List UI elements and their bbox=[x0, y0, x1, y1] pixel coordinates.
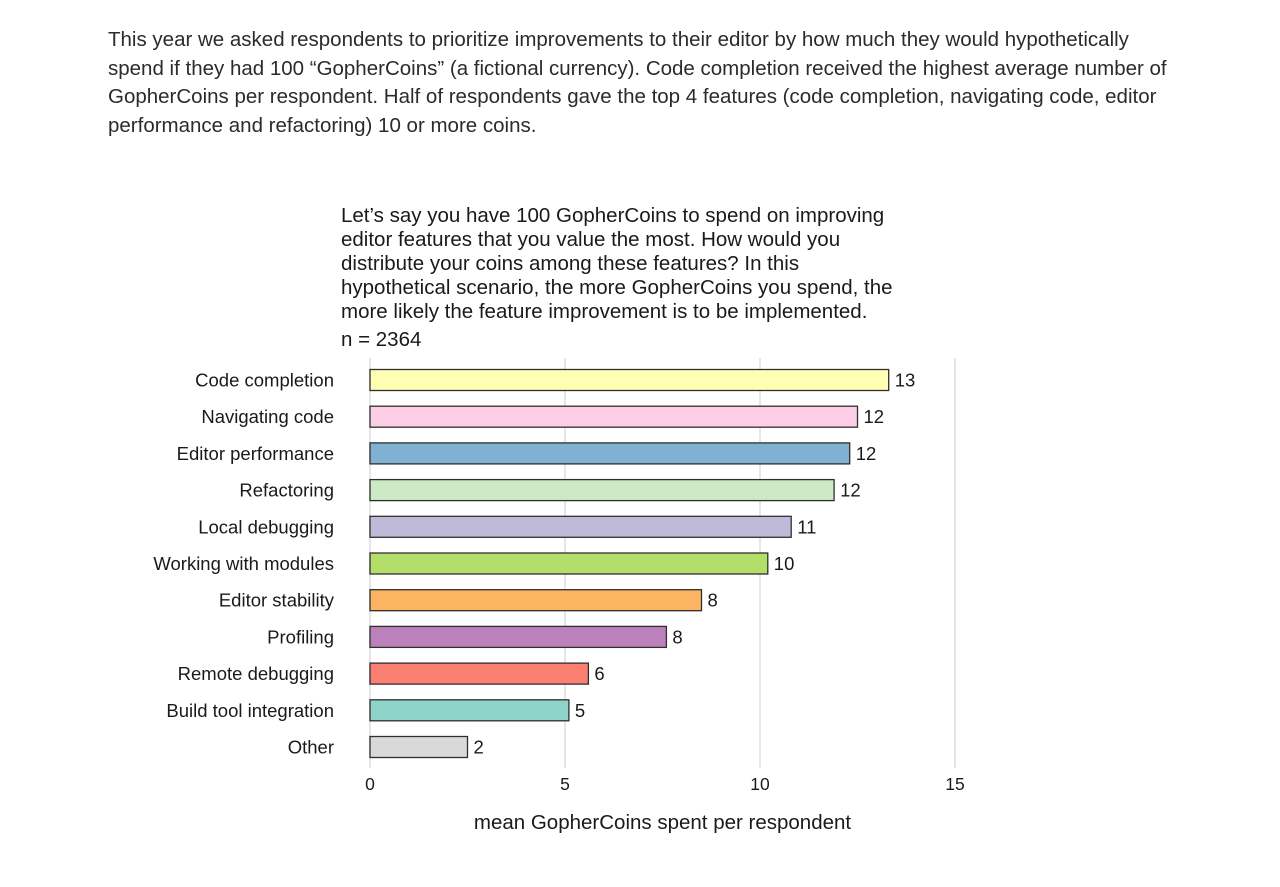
value-label: 2 bbox=[474, 737, 484, 758]
chart-question: Let’s say you have 100 GopherCoins to sp… bbox=[341, 204, 893, 323]
intro-paragraph: This year we asked respondents to priori… bbox=[108, 28, 1167, 137]
chart-question-line: hypothetical scenario, the more GopherCo… bbox=[341, 276, 893, 299]
x-tick-label: 5 bbox=[560, 774, 570, 794]
value-label: 8 bbox=[708, 590, 718, 611]
bar bbox=[369, 699, 570, 722]
value-label: 6 bbox=[594, 663, 604, 684]
x-tick-label: 10 bbox=[750, 774, 770, 794]
chart-question-line: more likely the feature improvement is t… bbox=[341, 300, 867, 323]
sample-size-label: n = 2364 bbox=[341, 328, 421, 351]
category-label: Build tool integration bbox=[166, 700, 334, 721]
chart-question-line: editor features that you value the most.… bbox=[341, 228, 840, 251]
category-label: Local debugging bbox=[198, 516, 334, 537]
x-tick-label: 0 bbox=[365, 774, 375, 794]
category-label: Working with modules bbox=[153, 553, 334, 574]
bar bbox=[369, 625, 668, 649]
bar bbox=[369, 368, 890, 392]
value-label: 12 bbox=[840, 480, 861, 501]
x-tick-label: 15 bbox=[945, 774, 964, 794]
value-label: 12 bbox=[864, 406, 885, 427]
x-axis-title: mean GopherCoins spent per respondent bbox=[474, 811, 852, 834]
bar bbox=[369, 405, 859, 428]
category-label: Other bbox=[288, 737, 334, 758]
chart-question-line: distribute your coins among these featur… bbox=[341, 252, 799, 275]
value-label: 13 bbox=[895, 370, 916, 391]
category-label: Code completion bbox=[195, 370, 334, 391]
bar bbox=[369, 662, 590, 685]
bar bbox=[369, 478, 835, 502]
value-label: 10 bbox=[774, 553, 795, 574]
category-label: Navigating code bbox=[201, 406, 334, 427]
bar bbox=[369, 735, 469, 759]
category-label: Editor stability bbox=[219, 590, 335, 611]
category-label: Refactoring bbox=[239, 480, 334, 501]
value-label: 11 bbox=[797, 516, 816, 537]
bar bbox=[369, 589, 703, 612]
x-axis-ticks: 0 5 10 15 bbox=[365, 774, 965, 794]
value-label: 5 bbox=[575, 700, 585, 721]
value-label: 8 bbox=[672, 626, 682, 647]
bar bbox=[369, 442, 851, 465]
bars: Code completion 13 Navigating code 12 Editor… bbox=[153, 368, 916, 759]
category-label: Remote debugging bbox=[178, 663, 334, 684]
category-label: Profiling bbox=[267, 626, 334, 647]
bar bbox=[369, 515, 792, 538]
category-label: Editor performance bbox=[177, 443, 334, 464]
bar bbox=[369, 552, 769, 575]
value-label: 12 bbox=[856, 443, 877, 464]
chart-question-line: Let’s say you have 100 GopherCoins to sp… bbox=[341, 204, 884, 227]
